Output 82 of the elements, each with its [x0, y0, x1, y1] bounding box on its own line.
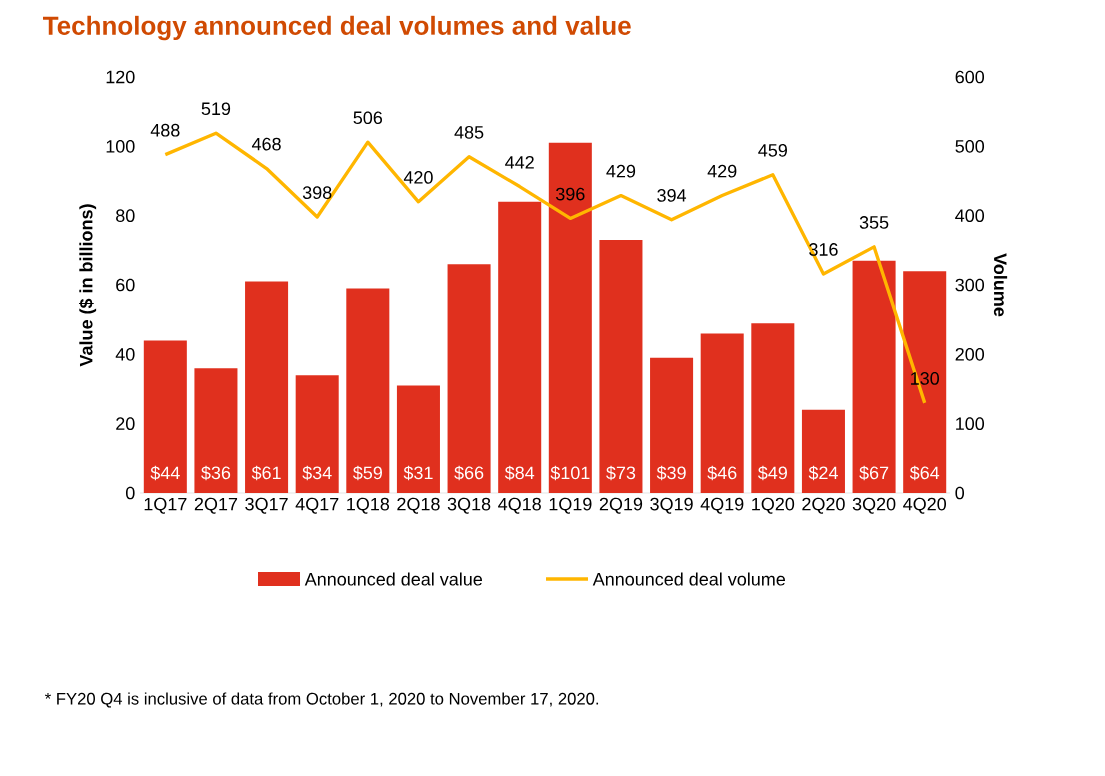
bar	[346, 288, 390, 493]
y2-tick-label: 300	[955, 278, 985, 292]
x-tick-label: 3Q20	[852, 497, 896, 514]
x-tick-label: 1Q17	[144, 497, 187, 514]
data-label: $67	[859, 465, 889, 481]
x-tick-label: 4Q20	[903, 497, 947, 514]
data-label: $64	[909, 465, 940, 481]
y2-tick-label: 400	[955, 209, 985, 223]
y-tick-label: 120	[106, 70, 135, 84]
y2-tick-label: 500	[955, 139, 985, 153]
x-tick-label: 1Q19	[549, 497, 592, 514]
legend-label: Announced deal value	[304, 572, 483, 586]
data-label: 519	[201, 102, 231, 116]
bar	[548, 142, 592, 493]
x-tick-label: 3Q17	[245, 497, 288, 514]
x-tick-label: 2Q17	[194, 497, 238, 514]
data-label: $46	[707, 465, 737, 481]
y2-tick-label: 100	[956, 417, 985, 431]
bar	[599, 239, 643, 493]
data-label: 488	[150, 123, 180, 137]
data-label: $31	[403, 465, 433, 481]
bar	[852, 260, 896, 493]
x-tick-label: 2Q18	[397, 497, 440, 514]
x-tick-label: 4Q17	[295, 497, 339, 514]
y2-tick-label: 200	[955, 347, 985, 361]
x-tick-label: 2Q20	[802, 497, 845, 514]
y-tick-label: 20	[116, 417, 135, 431]
x-tick-label: 4Q19	[700, 497, 744, 514]
data-label: 420	[403, 171, 433, 184]
bar	[903, 271, 947, 493]
data-label: 396	[556, 187, 585, 201]
y-tick-label: 40	[115, 347, 135, 361]
data-label: 485	[454, 125, 484, 139]
data-label: 442	[505, 155, 534, 169]
data-label: 429	[606, 164, 636, 178]
bar	[498, 201, 542, 493]
bar	[751, 323, 795, 493]
bar	[650, 357, 694, 493]
data-label: $84	[504, 465, 535, 481]
x-tick-label: 4Q18	[498, 497, 541, 514]
x-tick-label: 3Q18	[447, 497, 491, 514]
bar	[447, 264, 491, 493]
data-label: 394	[657, 189, 687, 202]
data-label: 429	[707, 164, 737, 178]
data-label: $34	[302, 465, 332, 481]
data-label: 398	[302, 186, 332, 199]
chart-title: Technology announced deal volumes and value	[43, 15, 631, 41]
y-axis-title: Value ($ in billions)	[79, 204, 97, 367]
bar	[396, 385, 440, 493]
y2-tick-label: 600	[955, 70, 985, 84]
data-label: 355	[859, 216, 889, 229]
data-label: $24	[808, 465, 838, 481]
bar	[801, 409, 845, 493]
data-label: $36	[201, 465, 231, 481]
data-label: 459	[758, 143, 787, 157]
data-label: $73	[606, 465, 636, 481]
bar	[194, 368, 238, 493]
y2-axis-title: Volume	[993, 253, 1008, 317]
data-label: $101	[550, 465, 590, 481]
y-tick-label: 60	[116, 278, 135, 292]
x-tick-label: 2Q19	[599, 497, 643, 514]
data-label: 506	[353, 111, 383, 125]
data-label: $39	[656, 465, 686, 481]
legend-label: Announced deal volume	[592, 572, 786, 586]
data-label: $66	[454, 465, 484, 481]
y-tick-label: 100	[106, 139, 135, 153]
x-tick-label: 1Q20	[752, 497, 795, 514]
data-label: $49	[758, 465, 787, 481]
y-tick-label: 80	[116, 209, 135, 223]
data-label: $59	[352, 465, 382, 481]
data-label: $44	[150, 465, 180, 481]
x-tick-label: 1Q18	[347, 497, 390, 514]
bar	[245, 281, 289, 493]
text: * FY20 Q4 is inclusive of data from October 1, 2020 to November 17, 2020.	[44, 692, 599, 708]
y2-tick-label: 0	[955, 486, 965, 500]
x-tick-label: 3Q19	[650, 497, 693, 514]
data-label: 468	[251, 137, 281, 151]
bar	[700, 333, 744, 493]
data-label: $61	[251, 465, 281, 481]
y-tick-label: 0	[126, 486, 135, 500]
bar	[143, 340, 187, 493]
bar	[295, 375, 339, 493]
